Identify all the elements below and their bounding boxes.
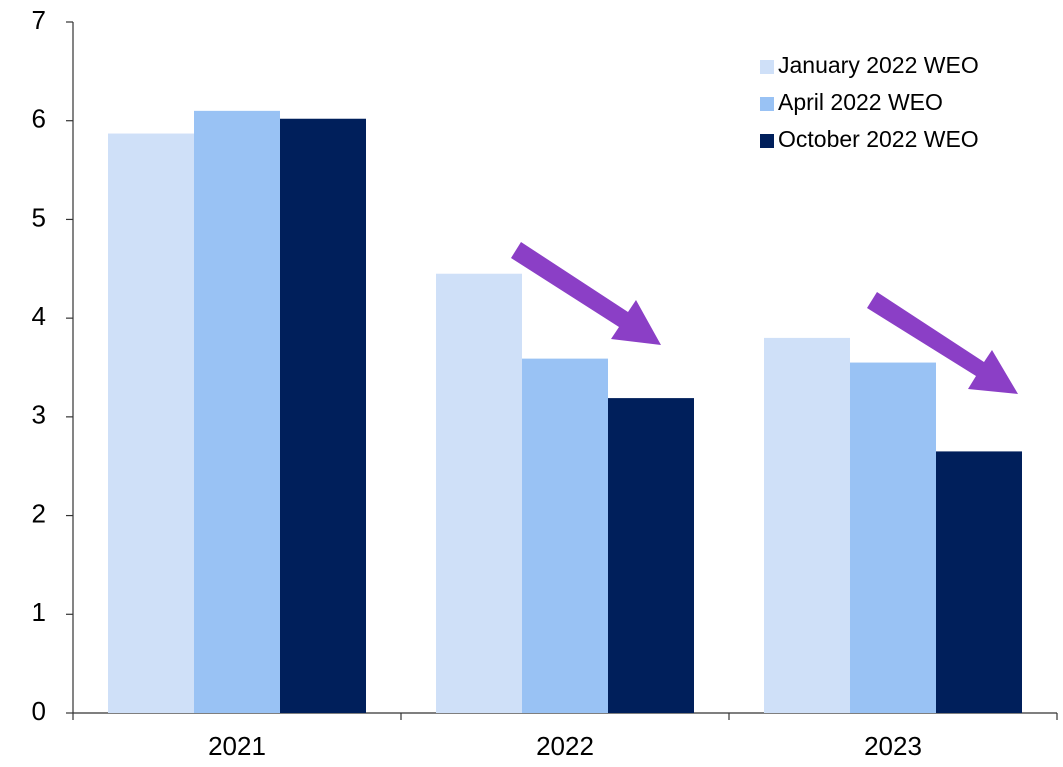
- bar: [936, 451, 1022, 713]
- annotation-arrows: [511, 242, 1018, 394]
- bar: [108, 133, 194, 714]
- bar: [280, 118, 366, 714]
- x-tick-label: 2021: [208, 731, 266, 761]
- bar: [608, 398, 694, 713]
- arrow: [511, 242, 661, 345]
- y-tick-label: 1: [32, 597, 46, 627]
- x-tick-label: 2022: [536, 731, 594, 761]
- y-tick-label: 2: [32, 498, 46, 528]
- x-tick-label: 2023: [864, 731, 922, 761]
- legend-swatch: [760, 134, 774, 148]
- bar: [850, 362, 936, 713]
- y-tick-label: 3: [32, 400, 46, 430]
- y-tick-label: 6: [32, 104, 46, 134]
- y-tick-label: 5: [32, 202, 46, 232]
- bar: [436, 273, 522, 713]
- legend-label: April 2022 WEO: [778, 89, 943, 115]
- legend-swatch: [760, 60, 774, 74]
- bar: [522, 358, 608, 713]
- y-tick-label: 7: [32, 5, 46, 35]
- legend-swatch: [760, 97, 774, 111]
- bar: [194, 110, 280, 714]
- y-tick-label: 0: [32, 696, 46, 726]
- arrow: [867, 292, 1018, 394]
- bar: [764, 337, 850, 713]
- legend-label: January 2022 WEO: [778, 52, 979, 78]
- legend-label: October 2022 WEO: [778, 126, 979, 152]
- y-tick-label: 4: [32, 301, 46, 331]
